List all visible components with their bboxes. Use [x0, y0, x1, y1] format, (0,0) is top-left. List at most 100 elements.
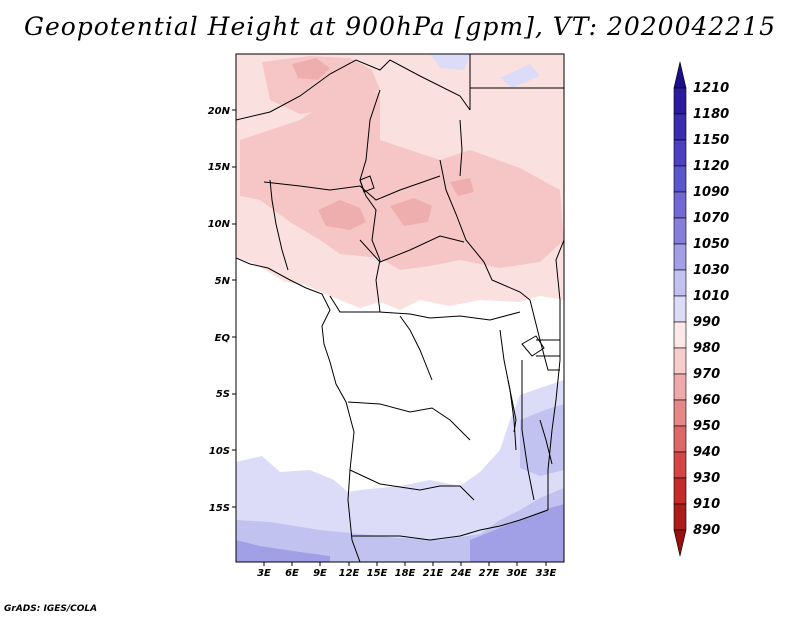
lat-label-15s: 15S	[209, 503, 230, 514]
colorbar-label-980: 980	[693, 341, 720, 356]
lon-label-12e: 12E	[339, 568, 360, 579]
border-segment	[269, 179, 289, 271]
lon-label-9e: 9E	[313, 568, 327, 579]
colorbar-label-1180: 1180	[693, 107, 729, 122]
map-frame	[235, 53, 565, 563]
colorbar-label-1090: 1090	[693, 185, 729, 200]
lon-ticks	[263, 562, 547, 566]
colorbar-segment	[673, 373, 687, 401]
lon-label-33e: 33E	[536, 568, 557, 579]
contour-970-north	[262, 56, 380, 114]
colorbar-segment	[673, 451, 687, 479]
chart-title: Geopotential Height at 900hPa [gpm], VT:…	[23, 12, 777, 41]
border-segment	[459, 119, 463, 177]
lat-label-15n: 15N	[208, 162, 231, 173]
colorbar-segment	[673, 61, 687, 89]
colorbar-label-1010: 1010	[693, 289, 729, 304]
contour-1050-southeast	[470, 504, 564, 562]
lat-label-20n: 20N	[208, 106, 231, 117]
border-segment	[439, 159, 531, 301]
contour-1010-north	[430, 54, 470, 70]
colorbar-label-910: 910	[693, 497, 720, 512]
border-segment	[236, 59, 471, 121]
contour-1010-northeast	[500, 64, 540, 88]
border-segment	[529, 299, 560, 371]
west-africa-coastline	[236, 257, 361, 562]
colorbar-segment	[673, 269, 687, 297]
lon-label-6e: 6E	[285, 568, 299, 579]
colorbar-label-990: 990	[693, 315, 720, 330]
colorbar-segment	[673, 87, 687, 115]
lake-chad	[359, 175, 375, 193]
border-segment	[536, 339, 560, 357]
colorbar-segment	[673, 295, 687, 323]
east-africa-coastline	[547, 239, 564, 510]
colorbar-label-930: 930	[693, 471, 720, 486]
colorbar-label-1030: 1030	[693, 263, 729, 278]
colorbar-label-940: 940	[693, 445, 720, 460]
latitude-axis: 20N 15N 10N 5N EQ 5S 10S 15S	[208, 106, 236, 514]
lon-label-27e: 27E	[479, 568, 500, 579]
longitude-axis: 3E 6E 9E 12E 15E 18E 21E 24E 27E 30E 33E	[257, 562, 557, 579]
colorbar-label-970: 970	[693, 367, 720, 382]
border-segment	[359, 89, 381, 313]
border-segment	[521, 360, 535, 501]
colorbar-label-1070: 1070	[693, 211, 729, 226]
lat-label-5n: 5N	[215, 276, 231, 287]
colorbar-segment	[673, 113, 687, 141]
colorbar: 1210 1180 1150 1120 1090 1070 1050 1030 …	[673, 61, 729, 557]
lat-label-10s: 10S	[209, 446, 230, 457]
lon-label-30e: 30E	[507, 568, 528, 579]
lon-label-3e: 3E	[257, 568, 271, 579]
grads-credit: GrADS: IGES/COLA	[4, 604, 98, 614]
lake-malawi	[539, 419, 553, 465]
contour-960-core-north	[292, 58, 330, 80]
colorbar-label-1150: 1150	[693, 133, 729, 148]
lon-label-18e: 18E	[395, 568, 416, 579]
height-contour-field	[236, 54, 564, 562]
border-segment	[399, 315, 433, 381]
colorbar-segment	[673, 503, 687, 531]
border-segment	[347, 401, 471, 441]
colorbar-segment	[673, 347, 687, 375]
lon-label-15e: 15E	[367, 568, 388, 579]
colorbar-segment	[673, 217, 687, 245]
country-boundaries	[236, 54, 564, 562]
border-segment	[329, 295, 521, 321]
border-segment	[263, 175, 441, 201]
contour-970-region	[240, 92, 564, 270]
colorbar-segment	[673, 399, 687, 427]
colorbar-label-1050: 1050	[693, 237, 729, 252]
lake-victoria	[521, 335, 545, 357]
contour-960-core-central	[390, 198, 432, 226]
border-segment	[349, 469, 475, 501]
colorbar-label-950: 950	[693, 419, 720, 434]
colorbar-segment	[673, 165, 687, 193]
colorbar-segment	[673, 529, 687, 557]
lat-ticks	[232, 109, 236, 508]
colorbar-label-890: 890	[693, 523, 720, 538]
colorbar-segment	[673, 139, 687, 167]
colorbar-label-1210: 1210	[693, 81, 729, 96]
lon-label-21e: 21E	[423, 568, 444, 579]
lat-label-10n: 10N	[208, 219, 231, 230]
contour-1010-south	[236, 380, 564, 562]
colorbar-segment	[673, 321, 687, 349]
lat-label-eq: EQ	[215, 333, 231, 344]
contour-960-core-east	[450, 178, 474, 196]
colorbar-segment	[673, 425, 687, 453]
colorbar-label-960: 960	[693, 393, 720, 408]
lon-label-24e: 24E	[451, 568, 472, 579]
lat-label-5s: 5S	[216, 389, 230, 400]
colorbar-segment	[673, 191, 687, 219]
lake-tanganyika	[507, 379, 517, 433]
border-segment	[359, 235, 465, 263]
contour-1050-southwest	[236, 540, 330, 562]
contour-960-core-west	[318, 200, 366, 230]
border-segment	[352, 509, 549, 541]
colorbar-segment	[673, 477, 687, 505]
colorbar-segment	[673, 243, 687, 271]
colorbar-segments	[673, 61, 687, 557]
colorbar-label-1120: 1120	[693, 159, 729, 174]
